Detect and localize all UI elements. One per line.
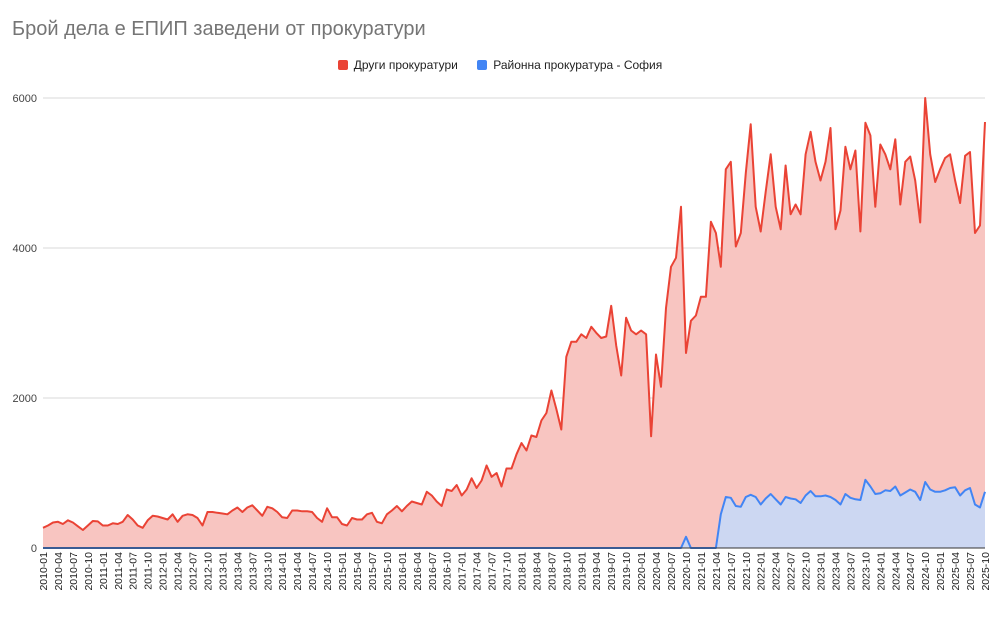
x-tick-label: 2012-10: [202, 552, 214, 591]
x-tick-label: 2012-07: [188, 552, 200, 591]
line-other: [42, 97, 986, 531]
x-tick-label: 2022-01: [756, 552, 768, 591]
x-tick-label: 2021-07: [726, 552, 738, 591]
x-tick-label: 2019-04: [591, 552, 603, 591]
x-tick-label: 2018-07: [546, 552, 558, 591]
x-tick-label: 2011-01: [98, 552, 110, 590]
x-tick-label: 2023-07: [845, 552, 857, 591]
x-tick-label: 2013-07: [247, 552, 259, 591]
x-tick-label: 2024-01: [875, 552, 887, 591]
area-other: [43, 98, 985, 548]
x-tick-label: 2020-01: [636, 552, 648, 591]
x-tick-label: 2023-10: [860, 552, 872, 591]
x-tick-label: 2016-01: [397, 552, 409, 591]
x-tick-label: 2013-01: [217, 552, 229, 591]
x-tick-label: 2014-04: [292, 552, 304, 591]
x-tick-label: 2011-07: [128, 552, 140, 590]
x-tick-label: 2022-10: [801, 552, 813, 591]
y-tick-label: 6000: [13, 93, 37, 105]
x-tick-label: 2020-07: [666, 552, 678, 591]
x-tick-label: 2014-01: [277, 552, 289, 591]
x-tick-label: 2013-04: [232, 552, 244, 591]
area-sofia: [43, 479, 985, 548]
x-tick-label: 2010-10: [83, 552, 95, 591]
x-tick-label: 2024-10: [920, 552, 932, 591]
x-tick-label: 2010-01: [38, 552, 50, 591]
x-tick-label: 2022-04: [771, 552, 783, 591]
x-tick-label: 2023-04: [830, 552, 842, 591]
x-tick-label: 2010-07: [68, 552, 80, 591]
x-tick-label: 2016-04: [412, 552, 424, 591]
y-tick-label: 2000: [13, 393, 37, 405]
x-tick-label: 2020-04: [651, 552, 663, 591]
x-tick-label: 2011-10: [143, 552, 155, 590]
legend-item-sofia[interactable]: Районна прокуратура - София: [477, 58, 662, 72]
x-tick-label: 2025-10: [980, 552, 992, 591]
x-tick-label: 2012-04: [173, 552, 185, 591]
y-tick-label: 0: [31, 543, 37, 555]
x-tick-label: 2018-01: [516, 552, 528, 591]
legend: Други прокуратури Районна прокуратура - …: [0, 58, 1000, 73]
x-tick-label: 2017-04: [472, 552, 484, 591]
x-tick-label: 2023-01: [816, 552, 828, 591]
x-tick-label: 2015-01: [337, 552, 349, 591]
x-tick-label: 2015-04: [352, 552, 364, 591]
x-tick-label: 2018-04: [531, 552, 543, 591]
legend-swatch-sofia: [477, 60, 488, 70]
x-tick-label: 2019-07: [606, 552, 618, 591]
x-tick-label: 2020-10: [681, 552, 693, 591]
x-tick-label: 2025-07: [965, 552, 977, 591]
x-tick-label: 2014-07: [307, 552, 319, 591]
x-tick-label: 2010-04: [53, 552, 65, 591]
legend-swatch-other: [337, 60, 348, 70]
x-tick-label: 2016-10: [442, 552, 454, 591]
chart-title: Брой дела е ЕПИП заведени от прокуратури: [12, 18, 426, 40]
x-tick-label: 2021-01: [696, 552, 708, 591]
legend-label-sofia: Районна прокуратура - София: [493, 58, 663, 72]
x-tick-label: 2011-04: [113, 552, 125, 590]
y-tick-label: 4000: [13, 243, 37, 255]
x-tick-label: 2025-01: [935, 552, 947, 591]
x-tick-label: 2012-01: [158, 552, 170, 591]
x-tick-label: 2018-10: [561, 552, 573, 591]
x-tick-label: 2024-04: [890, 552, 902, 591]
x-tick-label: 2016-07: [427, 552, 439, 591]
x-tick-label: 2024-07: [905, 552, 917, 591]
x-tick-label: 2015-10: [382, 552, 394, 591]
x-tick-label: 2017-10: [502, 552, 514, 591]
x-tick-label: 2017-07: [487, 552, 499, 591]
legend-item-other[interactable]: Други прокуратури: [337, 58, 458, 72]
x-tick-label: 2013-10: [262, 552, 274, 591]
x-tick-label: 2014-10: [322, 552, 334, 591]
x-tick-label: 2019-01: [576, 552, 588, 591]
x-tick-label: 2021-04: [711, 552, 723, 591]
legend-label-other: Други прокуратури: [353, 58, 458, 72]
x-tick-label: 2019-10: [621, 552, 633, 591]
x-tick-label: 2025-04: [950, 552, 962, 591]
x-tick-label: 2017-01: [457, 552, 469, 591]
x-tick-label: 2022-07: [786, 552, 798, 591]
x-tick-label: 2021-10: [741, 552, 753, 591]
x-tick-label: 2015-07: [367, 552, 379, 591]
